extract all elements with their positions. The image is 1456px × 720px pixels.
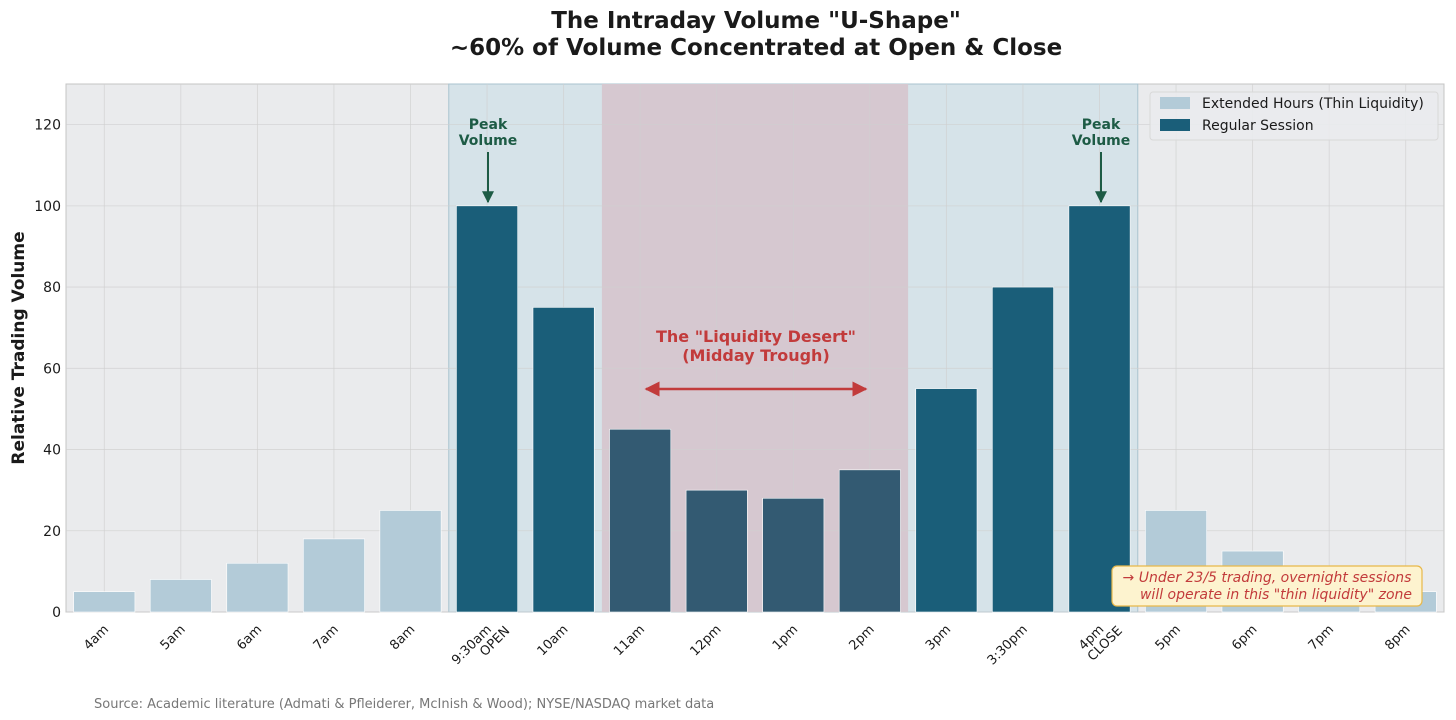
x-axis: 4am 5am 6am 7am 8am 9:30amOPEN 10am 11am 12pm 1pm…	[81, 614, 1413, 678]
bar-4	[379, 510, 442, 613]
x-tick-label-line: 1pm	[770, 622, 801, 653]
legend-swatch-extended	[1160, 97, 1190, 109]
x-tick-label-line: 10am	[535, 622, 572, 659]
bar-6	[532, 307, 595, 613]
liquidity-desert-annotation: The "Liquidity Desert" (Midday Trough)	[644, 327, 868, 397]
x-tick-label: 5am	[158, 622, 189, 653]
overnight-note: → Under 23/5 trading, overnight sessions…	[1111, 565, 1423, 607]
y-tick-label: 80	[43, 280, 61, 296]
x-tick-label-line: 3pm	[923, 622, 954, 653]
y-axis-label: Relative Trading Volume	[9, 231, 29, 464]
bar-13	[1068, 205, 1131, 613]
liquidity-desert-line1: The "Liquidity Desert"	[656, 327, 856, 346]
bar-8	[685, 489, 748, 613]
x-tick-label-line: 12pm	[687, 622, 724, 659]
peak-open-label-line2: Volume	[459, 133, 518, 149]
peak-annotation-close: Peak Volume	[1072, 117, 1131, 204]
legend-label-regular: Regular Session	[1202, 118, 1314, 134]
x-tick-label-line: 2pm	[846, 622, 877, 653]
chart-title: The Intraday Volume "U-Shape"	[551, 8, 961, 34]
y-tick-label: 20	[43, 524, 61, 540]
bar-7	[609, 428, 672, 613]
x-tick-label: 10am	[535, 622, 572, 659]
x-tick-label: 8pm	[1382, 622, 1413, 653]
x-tick-label: 6am	[234, 622, 265, 653]
x-tick-label: 7am	[311, 622, 342, 653]
x-tick-label: 5pm	[1153, 622, 1184, 653]
x-tick-label: 8am	[387, 622, 418, 653]
x-tick-label-line: 6am	[234, 622, 265, 653]
chart-subtitle: ~60% of Volume Concentrated at Open & Cl…	[450, 35, 1062, 61]
x-tick-label: 6pm	[1229, 622, 1260, 653]
peak-open-label-line1: Peak	[469, 117, 508, 133]
x-tick-label-line: 3:30pm	[985, 622, 1031, 668]
x-tick-label: 7pm	[1306, 622, 1337, 653]
bar-12	[992, 286, 1054, 613]
x-tick-label: 4pmCLOSE	[1075, 614, 1126, 665]
legend-swatch-regular	[1160, 119, 1190, 131]
bar-1	[149, 579, 212, 613]
x-tick-label-line: 4am	[81, 622, 112, 653]
x-tick-label-line: 8am	[387, 622, 418, 653]
x-tick-label: 3:30pm	[985, 622, 1031, 668]
x-tick-label: 12pm	[687, 622, 724, 659]
y-tick-label: 60	[43, 361, 61, 377]
y-axis: 0 20 40 60 80 100 120	[34, 118, 61, 621]
x-tick-label: 2pm	[846, 622, 877, 653]
legend-label-extended: Extended Hours (Thin Liquidity)	[1202, 96, 1424, 112]
bar-3	[303, 538, 365, 613]
x-tick-label: 9:30amOPEN	[449, 614, 513, 678]
x-tick-label: 4am	[81, 622, 112, 653]
liquidity-desert-line2: (Midday Trough)	[682, 346, 830, 365]
peak-annotation-open: Peak Volume	[459, 117, 518, 204]
peak-close-label-line2: Volume	[1072, 133, 1131, 149]
x-tick-label: 1pm	[770, 622, 801, 653]
x-tick-label: 3pm	[923, 622, 954, 653]
bar-11	[915, 388, 978, 613]
bar-10	[838, 469, 901, 613]
y-tick-label: 120	[34, 118, 61, 134]
x-tick-label-line: 11am	[611, 622, 648, 659]
x-tick-label-line: 7am	[311, 622, 342, 653]
y-tick-label: 100	[34, 199, 61, 215]
x-tick-label-line: 5pm	[1153, 622, 1184, 653]
overnight-note-line1: → Under 23/5 trading, overnight sessions	[1123, 570, 1412, 586]
bar-2	[226, 562, 289, 613]
legend-box	[1149, 91, 1439, 141]
x-tick-label: 11am	[611, 622, 648, 659]
bar-5	[456, 205, 518, 613]
peak-close-label-line1: Peak	[1082, 117, 1121, 133]
y-tick-label: 40	[43, 443, 61, 459]
source-note: Source: Academic literature (Admati & Pf…	[94, 697, 714, 712]
x-tick-label-line: 8pm	[1382, 622, 1413, 653]
x-tick-label-line: 5am	[158, 622, 189, 653]
x-tick-label-line: 6pm	[1229, 622, 1260, 653]
x-tick-label-line: 7pm	[1306, 622, 1337, 653]
legend: Extended Hours (Thin Liquidity) Regular …	[1149, 91, 1439, 141]
bar-9	[762, 497, 825, 613]
overnight-note-box	[1111, 565, 1423, 607]
bar-0	[73, 591, 136, 613]
overnight-note-line2: will operate in this "thin liquidity" zo…	[1140, 587, 1412, 603]
y-tick-label: 0	[52, 605, 61, 621]
